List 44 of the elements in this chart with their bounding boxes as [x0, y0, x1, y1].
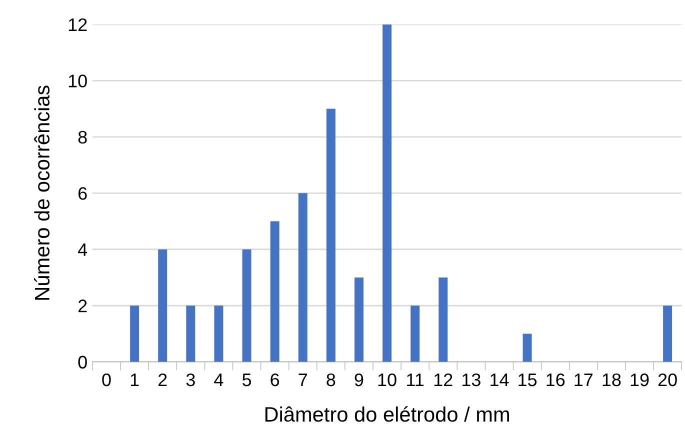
x-tick-label: 16: [546, 373, 565, 386]
bar: [663, 306, 672, 362]
bar: [382, 24, 392, 362]
bar: [158, 249, 168, 362]
x-tick-label: 1: [130, 374, 139, 386]
bar: [186, 306, 196, 362]
x-tick-label: 6: [270, 373, 280, 386]
x-tick-label: 18: [602, 373, 621, 386]
x-tick-label: 11: [407, 374, 424, 386]
x-tick-label: 14: [490, 374, 509, 386]
y-tick-label: 2: [78, 300, 87, 312]
bar: [522, 334, 532, 362]
y-tick-label: 0: [78, 356, 87, 369]
x-tick-label: 8: [326, 373, 336, 386]
y-tick-label: 8: [78, 130, 87, 144]
x-tick-label: 20: [658, 373, 677, 386]
x-tick-label: 0: [102, 373, 111, 386]
bar: [270, 221, 280, 362]
y-axis-title: Número de ocorrências: [34, 86, 50, 300]
x-tick-label: 3: [186, 373, 195, 386]
bar: [438, 278, 448, 362]
bar: [214, 306, 224, 362]
bar: [410, 306, 420, 362]
y-tick-label: 6: [78, 187, 87, 200]
x-tick-label: 13: [462, 373, 480, 386]
x-tick-label: 15: [518, 374, 537, 386]
x-tick-label: 17: [574, 374, 593, 386]
x-tick-label: 19: [630, 373, 649, 386]
x-tick-label: 2: [158, 373, 167, 386]
bar: [354, 278, 364, 362]
y-tick-label: 12: [68, 18, 87, 31]
x-tick-label: 7: [298, 374, 307, 386]
bar: [242, 249, 252, 362]
x-axis-title: Diâmetro do elétrodo / mm: [265, 406, 509, 422]
x-tick-label: 12: [434, 373, 452, 386]
x-tick-label: 10: [378, 373, 396, 386]
x-tick-label: 5: [242, 374, 252, 386]
y-tick-label: 4: [78, 244, 88, 256]
bar: [130, 306, 140, 362]
x-tick-label: 9: [354, 373, 364, 386]
bar: [326, 108, 336, 362]
x-tick-label: 4: [214, 374, 224, 386]
bar: [298, 193, 308, 362]
y-tick-label: 10: [68, 74, 87, 88]
